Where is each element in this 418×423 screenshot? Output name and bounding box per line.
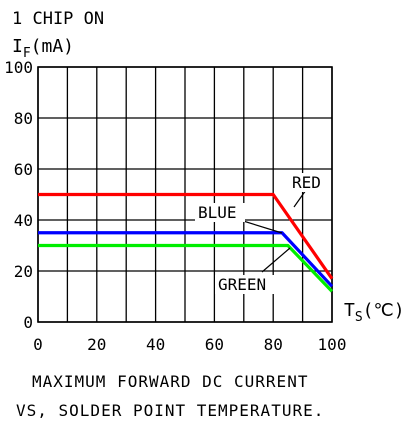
x-tick-label: 80 xyxy=(264,335,283,354)
x-axis-label-main: T xyxy=(344,300,355,321)
y-axis-label: IF(mA) xyxy=(12,36,74,61)
series-label-green: GREEN xyxy=(218,275,266,294)
y-tick-label: 80 xyxy=(14,109,33,128)
series-label-bg-blue xyxy=(195,203,245,222)
x-tick-label: 20 xyxy=(87,335,106,354)
series-label-blue: BLUE xyxy=(198,203,237,222)
y-axis-label-sub: F xyxy=(23,46,31,61)
leader-line-red xyxy=(293,189,307,208)
series-label-bg-green xyxy=(215,275,276,294)
x-tick-label: 40 xyxy=(146,335,165,354)
y-tick-label: 60 xyxy=(14,160,33,179)
y-tick-label: 100 xyxy=(4,58,33,77)
series-layer: RED BLUE GREEN xyxy=(38,173,334,294)
caption-line-1: MAXIMUM FORWARD DC CURRENT xyxy=(32,372,308,391)
labels-layer: 0 20 40 60 80 100 0 20 40 60 80 100 xyxy=(4,58,346,354)
x-axis-label-unit: (℃) xyxy=(363,300,405,321)
series-label-red: RED xyxy=(292,173,321,192)
x-axis-label-sub: S xyxy=(355,310,363,325)
series-label-bg-red xyxy=(289,173,328,192)
chart-header: 1 CHIP ON xyxy=(12,9,104,29)
x-axis-label: TS(℃) xyxy=(344,300,405,325)
x-tick-label: 100 xyxy=(318,335,347,354)
y-tick-label: 20 xyxy=(14,262,33,281)
series-line-green xyxy=(38,243,334,293)
y-axis-label-unit: (mA) xyxy=(31,36,74,57)
leader-line-blue xyxy=(239,219,283,234)
y-tick-label: 40 xyxy=(14,211,33,230)
x-tick-label: 60 xyxy=(205,335,224,354)
leader-line-green xyxy=(261,247,291,273)
y-tick-label: 0 xyxy=(23,313,33,332)
grid xyxy=(37,66,333,323)
x-tick-label: 0 xyxy=(33,335,43,354)
series-line-red xyxy=(38,192,334,280)
caption-line-2: VS, SOLDER POINT TEMPERATURE. xyxy=(16,401,324,420)
y-axis-label-main: I xyxy=(12,36,23,57)
